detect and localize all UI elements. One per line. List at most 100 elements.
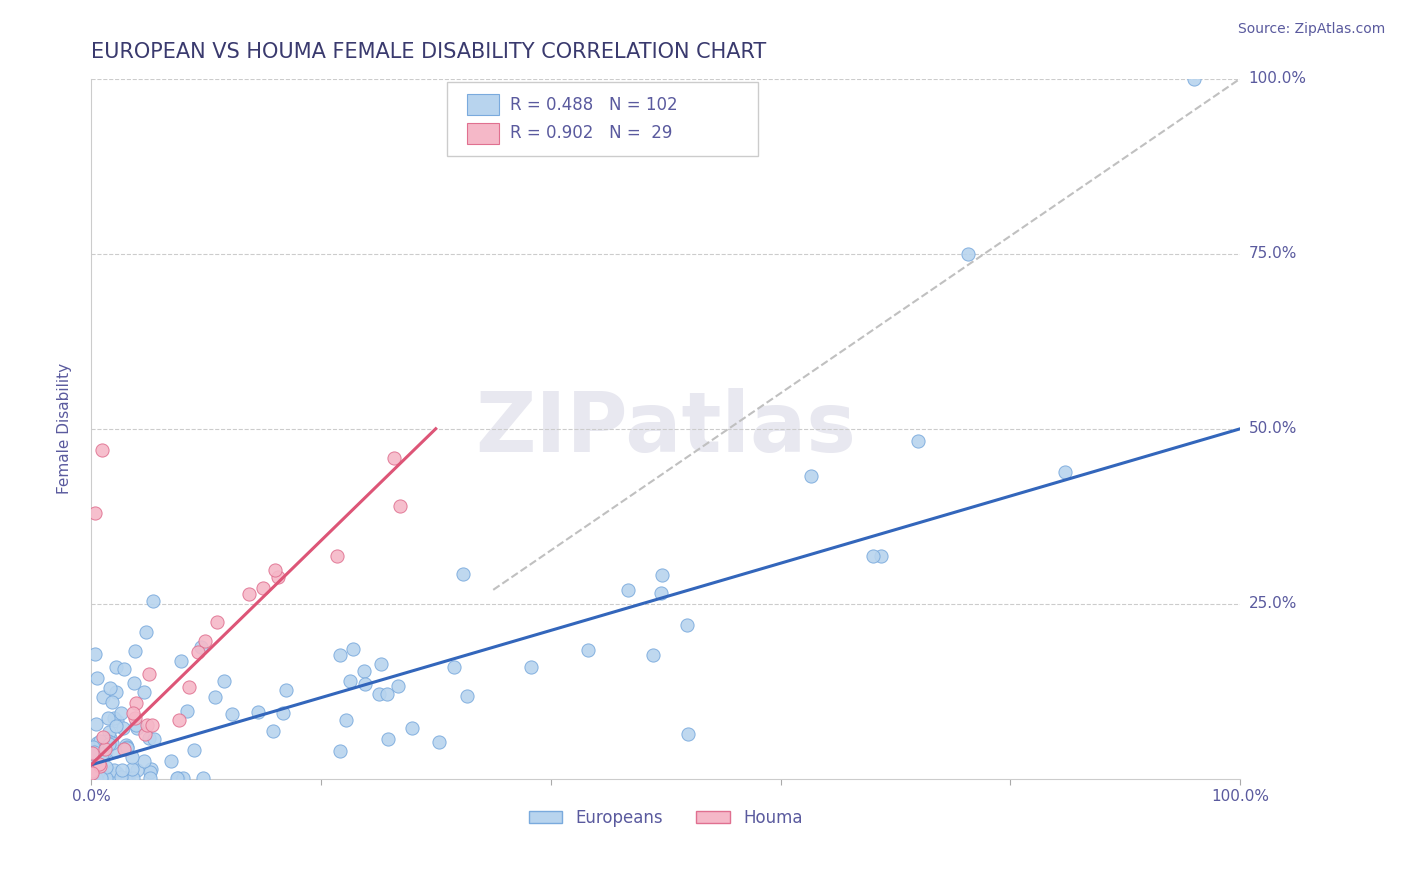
Point <box>98 681 121 696</box>
Point <box>110 706 132 721</box>
Point <box>82 739 104 754</box>
Point <box>205 615 228 630</box>
Point <box>115 740 138 755</box>
Point <box>339 673 361 688</box>
Point <box>114 742 136 756</box>
Point <box>114 771 136 785</box>
Point <box>111 771 134 785</box>
Point <box>387 679 409 693</box>
Point <box>86 764 108 778</box>
Point <box>97 711 120 725</box>
Point <box>134 726 156 740</box>
Point <box>121 750 143 764</box>
Point <box>91 730 114 744</box>
Point <box>160 754 183 768</box>
Point <box>80 763 103 777</box>
Text: 75.0%: 75.0% <box>1249 246 1296 261</box>
Point <box>329 648 352 662</box>
Point <box>212 673 235 688</box>
Text: 25.0%: 25.0% <box>1249 597 1296 611</box>
Point <box>82 757 104 772</box>
Y-axis label: Female Disability: Female Disability <box>58 363 72 494</box>
Point <box>427 735 450 749</box>
Point <box>1053 465 1076 479</box>
Point <box>139 771 162 785</box>
Point <box>139 764 162 779</box>
Point <box>267 570 290 584</box>
Point <box>89 753 111 767</box>
Bar <box>467 94 499 115</box>
Point <box>86 771 108 785</box>
Point <box>135 718 157 732</box>
Point <box>90 771 112 785</box>
Point <box>80 762 103 776</box>
Point <box>124 711 146 725</box>
Point <box>190 640 212 655</box>
Point <box>342 641 364 656</box>
Point <box>97 724 120 739</box>
Point <box>103 711 125 725</box>
Point <box>83 506 105 520</box>
Point <box>103 771 125 785</box>
Point <box>83 756 105 770</box>
Point <box>103 763 125 777</box>
Text: EUROPEAN VS HOUMA FEMALE DISABILITY CORRELATION CHART: EUROPEAN VS HOUMA FEMALE DISABILITY CORR… <box>91 42 766 62</box>
Point <box>89 733 111 747</box>
Point <box>353 676 375 690</box>
Point <box>96 771 118 785</box>
Point <box>96 744 118 758</box>
Point <box>125 696 148 710</box>
Legend: Europeans, Houma: Europeans, Houma <box>522 802 810 834</box>
Point <box>221 707 243 722</box>
Point <box>82 771 104 785</box>
Point <box>183 743 205 757</box>
Point <box>80 752 103 766</box>
Point <box>117 771 139 785</box>
Point <box>86 744 108 758</box>
Point <box>105 771 128 785</box>
Point <box>82 771 104 785</box>
Point <box>91 747 114 761</box>
Point <box>143 731 166 746</box>
Point <box>124 644 146 658</box>
Point <box>91 690 114 704</box>
Text: ZIPatlas: ZIPatlas <box>475 388 856 469</box>
Point <box>115 739 138 754</box>
Point <box>80 763 103 777</box>
Point <box>141 594 163 608</box>
Point <box>124 675 146 690</box>
Point <box>368 687 391 701</box>
Point <box>83 747 105 762</box>
Point <box>86 751 108 765</box>
Point <box>907 434 929 449</box>
Point <box>89 759 111 773</box>
Point <box>676 617 699 632</box>
Point <box>262 723 284 738</box>
Point <box>125 718 148 732</box>
Point <box>89 756 111 771</box>
Point <box>87 764 110 779</box>
Point <box>172 771 194 785</box>
Point <box>375 687 398 701</box>
Point <box>138 731 160 745</box>
Point <box>335 713 357 727</box>
Point <box>862 549 884 564</box>
Point <box>194 634 217 648</box>
Point <box>83 771 105 785</box>
Point <box>353 664 375 678</box>
Point <box>105 660 128 674</box>
Point <box>80 771 103 785</box>
Point <box>87 756 110 771</box>
Point <box>388 499 411 513</box>
Point <box>166 771 188 785</box>
Point <box>247 705 270 719</box>
Point <box>100 736 122 750</box>
Text: R = 0.902   N =  29: R = 0.902 N = 29 <box>510 124 673 142</box>
Point <box>94 760 117 774</box>
Point <box>139 762 162 776</box>
Point <box>112 662 135 676</box>
Point <box>132 755 155 769</box>
Point <box>80 771 103 785</box>
Point <box>104 719 127 733</box>
Point <box>91 442 114 457</box>
